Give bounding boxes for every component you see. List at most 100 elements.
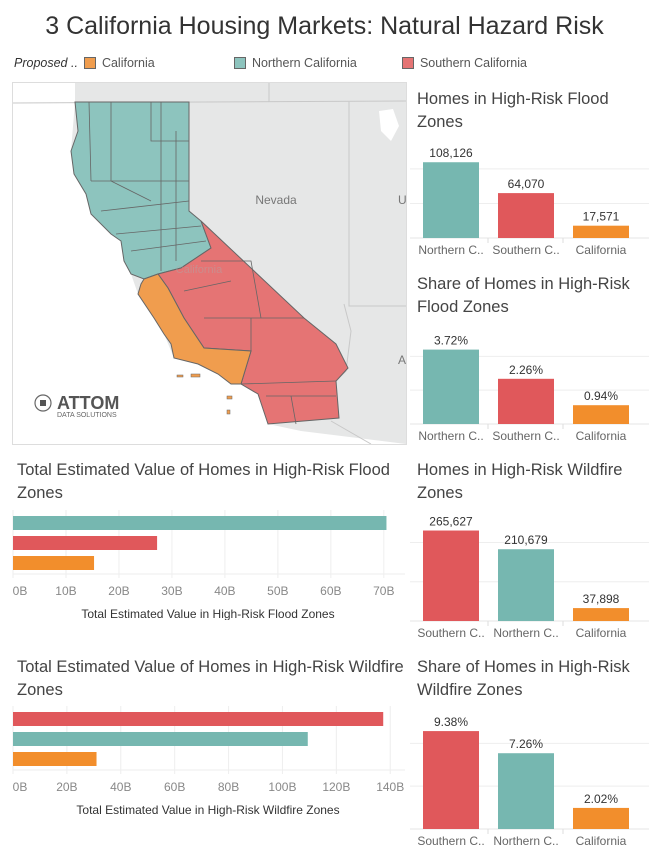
tick-label: 20B xyxy=(56,780,77,794)
category-label: Southern C.. xyxy=(492,243,559,257)
map-svg: Nevada U A California ATTOM DATA SOLUTIO… xyxy=(13,83,406,444)
tick-label: 60B xyxy=(164,780,185,794)
data-label: 17,571 xyxy=(583,210,620,224)
bar-northern[interactable] xyxy=(498,753,554,829)
color-legend: Proposed .. California Northern Californ… xyxy=(14,56,527,70)
chart-wildfire-homes: 265,627 Southern C.. 210,679 Northern C.. 37… xyxy=(410,515,649,640)
bar-california[interactable] xyxy=(573,608,629,621)
attom-logo-icon xyxy=(34,394,52,412)
attom-logo: ATTOM DATA SOLUTIONS xyxy=(34,393,119,419)
legend-swatch xyxy=(233,57,246,69)
tick-label: 120B xyxy=(322,780,350,794)
bar-northern[interactable] xyxy=(13,732,308,746)
legend-label: Northern California xyxy=(251,56,357,70)
tick-label: 60B xyxy=(320,584,341,598)
data-label: 2.02% xyxy=(584,792,618,806)
tick-label: 30B xyxy=(161,584,182,598)
tick-label: 70B xyxy=(373,584,394,598)
chart-title-flood-share: Share of Homes in High-Risk Flood Zones xyxy=(417,275,630,316)
data-label: 0.94% xyxy=(584,389,618,403)
category-label: California xyxy=(576,243,627,257)
category-label: California xyxy=(576,429,627,443)
legend-item-northern-california[interactable]: Northern California xyxy=(233,56,402,70)
chart-wildfire-value: 0B 20B 40B 60B 80B 100B 120B 140B Total Estimate… xyxy=(12,706,405,817)
channel-islands xyxy=(176,373,233,415)
tick-label: 40B xyxy=(110,780,131,794)
category-label: Northern C.. xyxy=(493,834,558,848)
attom-logo-text: ATTOM xyxy=(57,393,119,413)
category-label: Northern C.. xyxy=(493,626,558,640)
chart-title-flood-homes: Homes in High-Risk Flood Zones xyxy=(417,90,609,131)
bar-northern[interactable] xyxy=(423,349,479,424)
chart-flood-share: 3.72% Northern C.. 2.26% Southern C.. 0.94% C… xyxy=(410,334,649,443)
bar-california[interactable] xyxy=(573,405,629,424)
bar-california[interactable] xyxy=(13,752,97,766)
tick-label: 140B xyxy=(376,780,404,794)
legend-title: Proposed .. xyxy=(14,56,78,70)
data-label: 210,679 xyxy=(504,533,548,547)
dashboard-title: 3 California Housing Markets: Natural Ha… xyxy=(45,12,604,40)
data-label: 265,627 xyxy=(429,515,473,529)
legend-swatch xyxy=(83,57,96,69)
tick-label: 100B xyxy=(268,780,296,794)
data-label: 108,126 xyxy=(429,146,473,160)
category-label: Southern C.. xyxy=(492,429,559,443)
category-label: Northern C.. xyxy=(418,243,483,257)
x-axis-title: Total Estimated Value in High-Risk Flood… xyxy=(81,607,334,620)
bar-california[interactable] xyxy=(573,225,629,238)
data-label: 3.72% xyxy=(434,334,468,348)
legend-label: Southern California xyxy=(419,56,527,70)
tick-label: 0B xyxy=(13,780,28,794)
great-salt-lake xyxy=(379,109,399,141)
legend-label: California xyxy=(101,56,155,70)
tick-label: 10B xyxy=(55,584,76,598)
chart-flood-homes: 108,126 Northern C.. 64,070 Southern C.. 17,… xyxy=(410,146,649,257)
data-label: 37,898 xyxy=(583,592,620,606)
category-label: Southern C.. xyxy=(417,834,484,848)
bar-southern[interactable] xyxy=(498,193,554,238)
chart-flood-value: 0B 10B 20B 30B 40B 50B 60B 70B Total Estimated V… xyxy=(12,510,405,620)
bar-california[interactable] xyxy=(13,556,95,570)
chart-title-flood-value: Total Estimated Value of Homes in High-R… xyxy=(17,461,390,502)
map-label-nevada: Nevada xyxy=(255,193,297,207)
category-label: Northern C.. xyxy=(418,429,483,443)
chart-wildfire-share: 9.38% Southern C.. 7.26% Northern C.. 2.02% C… xyxy=(410,715,649,848)
region-california[interactable] xyxy=(137,273,252,385)
bar-california[interactable] xyxy=(573,807,629,829)
bar-northern[interactable] xyxy=(423,162,479,238)
bar-southern[interactable] xyxy=(423,530,479,621)
category-label: California xyxy=(576,626,627,640)
data-label: 9.38% xyxy=(434,715,468,729)
data-label: 2.26% xyxy=(509,363,543,377)
bar-southern[interactable] xyxy=(498,378,554,424)
chart-title-wildfire-value: Total Estimated Value of Homes in High-R… xyxy=(17,658,404,699)
chart-title-wildfire-homes: Homes in High-Risk Wildfire Zones xyxy=(417,461,623,502)
bar-northern[interactable] xyxy=(498,549,554,621)
california-map[interactable]: Nevada U A California ATTOM DATA SOLUTIO… xyxy=(12,82,407,445)
tick-label: 20B xyxy=(108,584,129,598)
legend-item-california[interactable]: California xyxy=(83,56,234,70)
legend-item-southern-california[interactable]: Southern California xyxy=(401,56,527,70)
tick-label: 40B xyxy=(214,584,235,598)
state-borders xyxy=(13,83,406,444)
bar-southern[interactable] xyxy=(423,731,479,829)
bar-northern[interactable] xyxy=(13,516,387,530)
tick-label: 0B xyxy=(13,584,28,598)
tick-label: 80B xyxy=(218,780,239,794)
data-label: 7.26% xyxy=(509,737,543,751)
ocean xyxy=(13,83,406,444)
chart-title-wildfire-share: Share of Homes in High-Risk Wildfire Zon… xyxy=(417,658,630,699)
category-label: California xyxy=(576,834,627,848)
tick-label: 50B xyxy=(267,584,288,598)
data-label: 64,070 xyxy=(508,177,545,191)
map-label-u: U xyxy=(398,193,406,207)
map-label-california: California xyxy=(176,264,223,276)
bar-southern[interactable] xyxy=(13,536,158,550)
county-borders xyxy=(88,101,337,425)
map-label-a: A xyxy=(398,353,406,367)
category-label: Southern C.. xyxy=(417,626,484,640)
bar-southern[interactable] xyxy=(13,712,384,726)
legend-swatch xyxy=(401,57,414,69)
x-axis-title: Total Estimated Value in High-Risk Wildf… xyxy=(76,803,339,817)
attom-logo-tagline: DATA SOLUTIONS xyxy=(57,412,117,419)
